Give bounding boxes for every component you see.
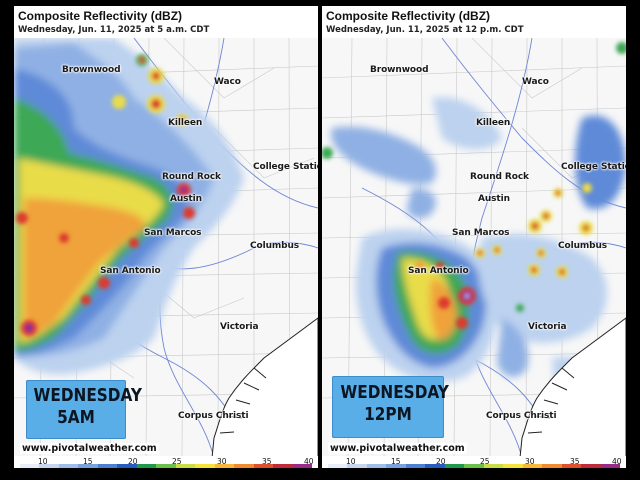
colorbar-segment xyxy=(20,464,40,468)
city-label-austin: Austin xyxy=(170,194,202,204)
reflectivity-map: Brownwood Waco Killeen Round Rock Colleg… xyxy=(14,38,318,458)
city-label-brownwood: Brownwood xyxy=(62,65,121,75)
city-label-college-station: College Station xyxy=(253,162,318,172)
city-label-brownwood: Brownwood xyxy=(370,65,429,75)
city-label-san-marcos: San Marcos xyxy=(144,228,202,238)
colorbar-tick: 20 xyxy=(128,457,138,466)
colorbar: 10 15 20 25 30 35 40 xyxy=(322,456,626,468)
colorbar-segment xyxy=(503,464,523,468)
city-label-waco: Waco xyxy=(522,77,549,87)
colorbar-segment xyxy=(273,464,293,468)
colorbar-tick: 10 xyxy=(346,457,356,466)
colorbar-segment xyxy=(292,464,313,468)
colorbar-segment xyxy=(175,464,196,468)
badge-time: 5AM xyxy=(57,407,95,428)
colorbar: 10 15 20 25 30 35 40 xyxy=(14,456,318,468)
colorbar-segment xyxy=(561,464,582,468)
colorbar-segment xyxy=(214,464,235,468)
panel-subtitle: Wednesday, Jun. 11, 2025 at 12 p.m. CDT xyxy=(326,25,524,35)
colorbar-strip xyxy=(20,464,313,468)
badge-day: WEDNESDAY xyxy=(33,385,142,406)
colorbar-tick: 30 xyxy=(525,457,535,466)
panel-title: Composite Reflectivity (dBZ) xyxy=(18,9,183,23)
colorbar-segment xyxy=(117,464,137,468)
map-panel-5am: Composite Reflectivity (dBZ) Wednesday, … xyxy=(14,6,318,468)
colorbar-tick: 10 xyxy=(38,457,48,466)
colorbar-tick: 20 xyxy=(436,457,446,466)
radar-cells xyxy=(322,42,626,329)
colorbar-segment xyxy=(483,464,504,468)
colorbar-segment xyxy=(386,464,406,468)
colorbar-segment xyxy=(156,464,176,468)
city-label-san-antonio: San Antonio xyxy=(408,266,469,276)
city-label-columbus: Columbus xyxy=(250,241,300,251)
time-badge: WEDNESDAY 12PM xyxy=(332,376,449,438)
reflectivity-map: Brownwood Waco Killeen Round Rock Colleg… xyxy=(322,38,626,458)
city-label-killeen: Killeen xyxy=(476,118,511,128)
city-label-corpus-christi: Corpus Christi xyxy=(486,411,557,421)
credit-text: www.pivotalweather.com xyxy=(328,443,467,454)
colorbar-segment xyxy=(405,464,426,468)
colorbar-segment xyxy=(522,464,543,468)
colorbar-segment xyxy=(39,464,59,468)
city-label-round-rock: Round Rock xyxy=(470,172,529,182)
credit-text: www.pivotalweather.com xyxy=(20,443,159,454)
city-label-round-rock: Round Rock xyxy=(162,172,221,182)
colorbar-segment xyxy=(195,464,215,468)
panel-title: Composite Reflectivity (dBZ) xyxy=(326,9,491,23)
colorbar-tick: 15 xyxy=(83,457,93,466)
colorbar-segment xyxy=(78,464,98,468)
colorbar-segment xyxy=(542,464,562,468)
city-label-corpus-christi: Corpus Christi xyxy=(178,411,249,421)
colorbar-segment xyxy=(253,464,274,468)
city-label-victoria: Victoria xyxy=(220,322,259,332)
colorbar-segment xyxy=(234,464,254,468)
panel-subtitle: Wednesday, Jun. 11, 2025 at 5 a.m. CDT xyxy=(18,25,210,35)
colorbar-segment xyxy=(97,464,118,468)
colorbar-segment xyxy=(600,464,621,468)
colorbar-segment xyxy=(58,464,79,468)
colorbar-segment xyxy=(444,464,465,468)
badge-day: WEDNESDAY xyxy=(340,382,449,403)
map-panel-12pm: Composite Reflectivity (dBZ) Wednesday, … xyxy=(322,6,626,468)
radar-cells xyxy=(16,54,195,336)
colorbar-segment xyxy=(366,464,387,468)
colorbar-segment xyxy=(136,464,157,468)
colorbar-tick: 40 xyxy=(304,457,314,466)
city-label-killeen: Killeen xyxy=(168,118,203,128)
gulf-coast xyxy=(519,317,626,458)
colorbar-segment xyxy=(464,464,484,468)
colorbar-tick: 15 xyxy=(391,457,401,466)
city-label-waco: Waco xyxy=(214,77,241,87)
radar-map-graphic xyxy=(14,38,318,458)
colorbar-tick: 25 xyxy=(480,457,490,466)
badge-time: 12PM xyxy=(364,404,412,425)
colorbar-tick: 40 xyxy=(612,457,622,466)
gulf-coast xyxy=(211,317,318,458)
radar-map-graphic xyxy=(322,38,626,458)
colorbar-tick: 35 xyxy=(262,457,272,466)
city-label-austin: Austin xyxy=(478,194,510,204)
colorbar-tick: 30 xyxy=(217,457,227,466)
time-badge: WEDNESDAY 5AM xyxy=(26,380,142,439)
colorbar-segment xyxy=(328,464,348,468)
city-label-san-marcos: San Marcos xyxy=(452,228,510,238)
city-label-victoria: Victoria xyxy=(528,322,567,332)
colorbar-strip xyxy=(328,464,621,468)
colorbar-segment xyxy=(425,464,445,468)
colorbar-segment xyxy=(347,464,367,468)
city-label-columbus: Columbus xyxy=(558,241,608,251)
radar-echoes xyxy=(14,38,244,375)
city-label-college-station: College Station xyxy=(561,162,626,172)
colorbar-segment xyxy=(581,464,601,468)
city-label-san-antonio: San Antonio xyxy=(100,266,161,276)
colorbar-tick: 35 xyxy=(570,457,580,466)
colorbar-tick: 25 xyxy=(172,457,182,466)
